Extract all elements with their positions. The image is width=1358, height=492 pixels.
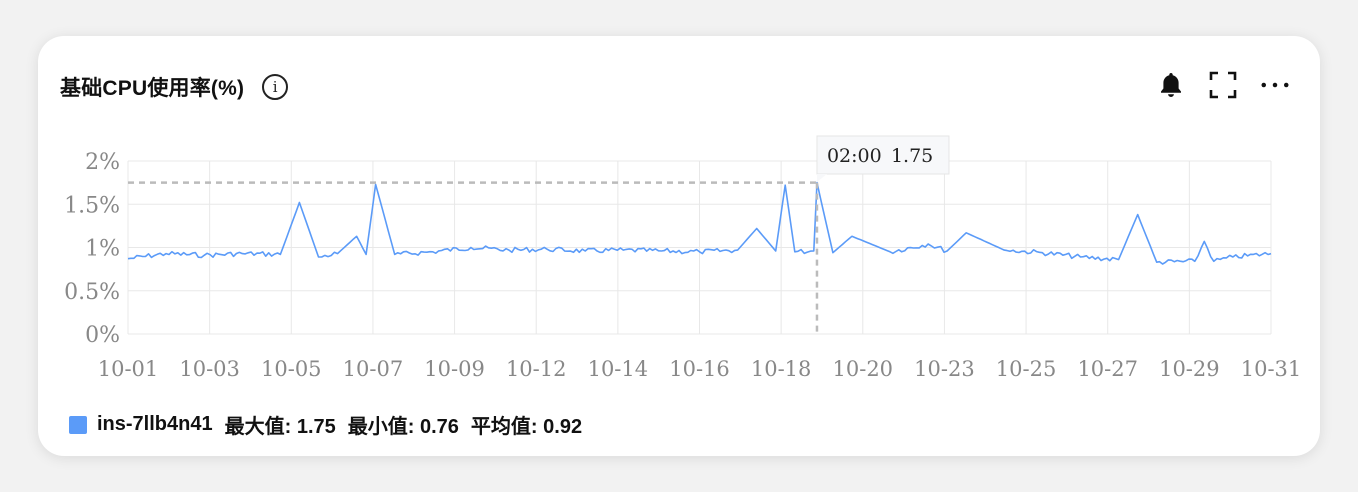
fullscreen-icon[interactable] [1208,70,1238,100]
y-tick-label: 0.5% [64,280,120,305]
bell-icon[interactable] [1156,70,1186,100]
x-tick-label: 10-25 [996,357,1057,381]
chart-title: 基础CPU使用率(%) [60,77,245,100]
chart-toolbar [1156,70,1290,100]
info-icon[interactable]: i [262,74,289,100]
x-tick-label: 10-07 [343,357,404,381]
legend-series-name[interactable]: ins-7llb4n41 [97,413,213,435]
legend-min: 最小值: 0.76 [347,416,459,438]
legend: ins-7llb4n41 最大值: 1.75 最小值: 0.76 平均值: 0.… [69,410,582,439]
chart-card: 基础CPU使用率(%) i 0% 0.5% 1% 1.5% 2% 10 [38,36,1320,456]
x-tick-label: 10-29 [1159,357,1220,381]
tooltip: 02:00 1.75 [816,135,950,182]
more-icon[interactable] [1260,70,1290,100]
x-tick-label: 10-18 [751,357,812,381]
tooltip-value: 1.75 [891,145,933,167]
legend-max: 最大值: 1.75 [224,416,336,438]
y-tick-label: 1.5% [64,193,120,218]
x-tick-label: 10-09 [424,357,485,381]
legend-swatch[interactable] [69,415,87,434]
x-tick-label: 10-20 [833,357,894,381]
x-tick-label: 10-12 [506,357,567,381]
y-tick-label: 0% [85,323,120,348]
chart-header: 基础CPU使用率(%) i [60,72,289,102]
tooltip-box [816,135,950,175]
tooltip-time: 02:00 [827,145,882,167]
line-chart[interactable]: 0% 0.5% 1% 1.5% 2% 10-01 10-03 10-05 10-07 10-09 1… [38,36,1320,396]
tooltip-arrow [816,174,827,182]
x-tick-label: 10-27 [1077,357,1138,381]
x-tick-label: 10-03 [179,357,240,381]
legend-avg: 平均值: 0.92 [470,416,583,438]
x-tick-label: 10-23 [914,357,975,381]
series-line [127,181,1272,265]
x-tick-label: 10-14 [588,357,649,381]
y-tick-label: 2% [85,150,120,175]
x-tick-label: 10-31 [1241,357,1302,381]
x-tick-label: 10-05 [261,357,322,381]
y-tick-label: 1% [85,237,120,262]
x-tick-label: 10-01 [98,357,159,381]
x-tick-label: 10-16 [669,357,730,381]
